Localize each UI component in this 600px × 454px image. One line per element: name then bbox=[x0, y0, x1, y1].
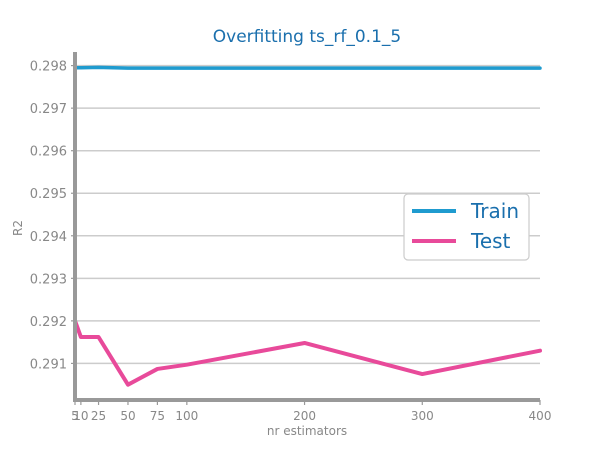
x-tick-label: 10 bbox=[73, 409, 88, 423]
x-tick-label: 400 bbox=[529, 409, 552, 423]
legend-label-train: Train bbox=[470, 199, 519, 223]
x-tick-label: 300 bbox=[411, 409, 434, 423]
x-tick-label: 75 bbox=[150, 409, 165, 423]
x-tick-label: 100 bbox=[175, 409, 198, 423]
y-tick-label: 0.291 bbox=[30, 357, 67, 372]
legend-label-test: Test bbox=[470, 229, 511, 253]
y-tick-label: 0.297 bbox=[30, 102, 67, 117]
grid-lines bbox=[71, 64, 540, 365]
y-tick-labels: 0.291 0.292 0.293 0.294 0.295 0.296 0.297 0.298 bbox=[30, 60, 67, 373]
x-tick-label: 25 bbox=[91, 409, 106, 423]
x-tick-label: 5 bbox=[71, 409, 79, 423]
x-tick-label: 50 bbox=[120, 409, 135, 423]
series-lines bbox=[73, 65, 542, 387]
y-tick-label: 0.295 bbox=[30, 187, 67, 202]
y-tick-label: 0.298 bbox=[30, 60, 67, 75]
chart-title: Overfitting ts_rf_0.1_5 bbox=[213, 27, 401, 47]
x-tick-labels: 510 25 50 75 100 200 300 400 bbox=[71, 409, 551, 423]
x-tick-label: 200 bbox=[293, 409, 316, 423]
y-tick-label: 0.294 bbox=[30, 230, 67, 245]
y-tick-label: 0.292 bbox=[30, 315, 67, 330]
y-tick-label: 0.296 bbox=[30, 145, 67, 160]
x-axis-label: nr estimators bbox=[267, 424, 347, 438]
series-line-train bbox=[73, 65, 542, 70]
axes bbox=[73, 52, 541, 405]
y-axis-label: R2 bbox=[11, 220, 25, 236]
series-line-test bbox=[73, 318, 542, 387]
legend: Train Test bbox=[403, 193, 530, 261]
y-tick-label: 0.293 bbox=[30, 272, 67, 287]
